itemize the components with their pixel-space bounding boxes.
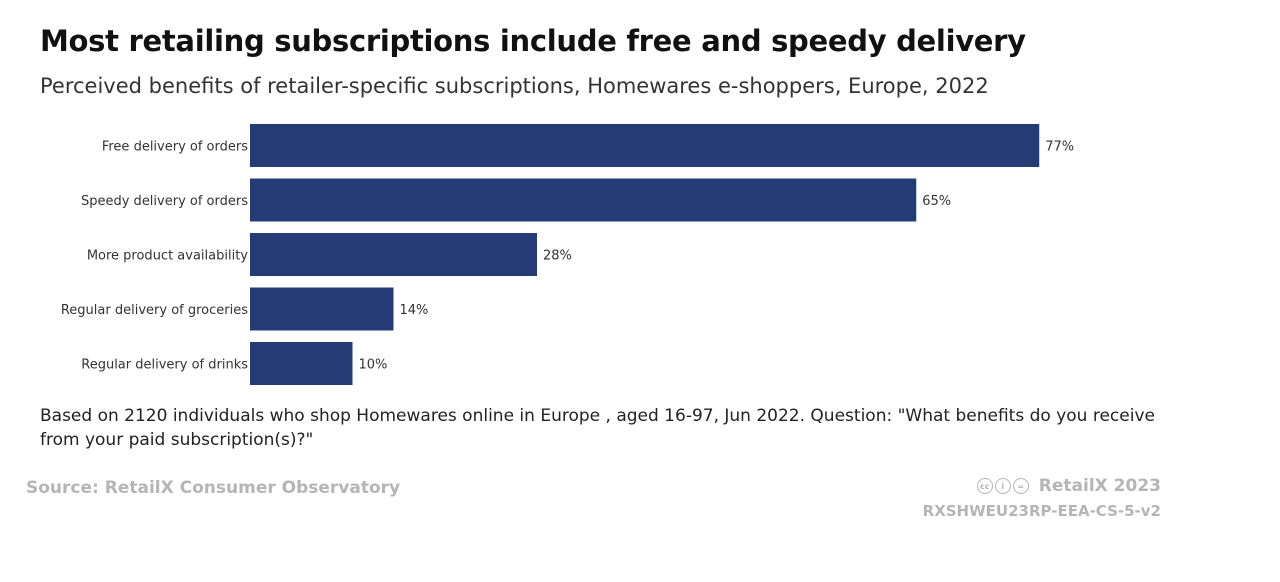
bar-chart: Free delivery of orders 77% Speedy deliver… [61,124,1074,385]
category-label: Regular delivery of drinks [81,358,248,373]
category-label: More product availability [87,249,248,264]
source-note: Source: RetailX Consumer Observatory [26,478,401,498]
category-label: Speedy delivery of orders [81,194,248,209]
credit-label: RetailX 2023 [1038,476,1161,496]
footnote: Based on 2120 individuals who shop Homew… [40,406,1155,450]
nd-icon: = [1012,478,1029,494]
bar [250,178,917,222]
category-label: Regular delivery of groceries [61,303,248,318]
credit: cc i = RetailX 2023 [976,476,1161,496]
license-icons: cc i = [976,478,1029,494]
value-label: 28% [543,249,572,264]
value-label: 65% [922,194,951,209]
by-icon: i [994,478,1011,494]
value-label: 77% [1045,140,1074,155]
chart-title: Most retailing subscriptions include fre… [40,24,1026,58]
bar [250,287,394,331]
cc-icon: cc [976,478,993,494]
bar [250,124,1040,167]
bar [250,233,537,276]
value-label: 10% [359,358,388,373]
category-label: Free delivery of orders [102,140,248,155]
bar [250,342,353,385]
value-label: 14% [400,303,429,318]
chart-subtitle: Perceived benefits of retailer-specific … [40,74,989,98]
chart-code: RXSHWEU23RP-EEA-CS-5-v2 [922,502,1161,520]
